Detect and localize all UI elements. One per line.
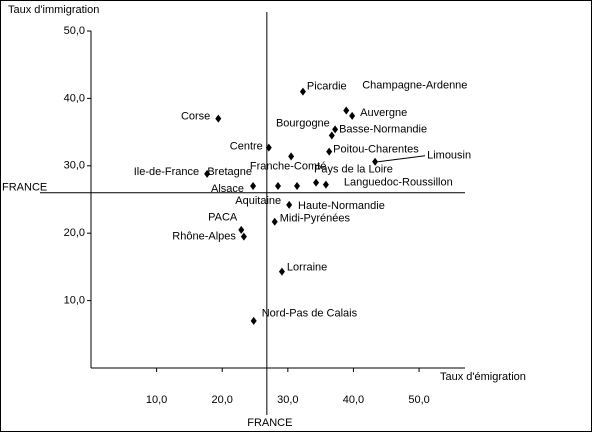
point [238,225,245,234]
y-tick-label: 30,0 [64,160,85,172]
point-label: Ile-de-France [134,166,199,178]
point-label: Aquitaine [235,195,281,207]
x-axis-title: Taux d'émigration [440,371,526,383]
x-tick-label: 50,0 [408,394,429,406]
y-tick-label: 40,0 [64,92,85,104]
leader-line [378,155,426,163]
point-label: Lorraine [287,262,327,274]
point-label: Alsace [211,183,244,195]
point [313,178,320,187]
point-label: PACA [208,212,238,224]
point [343,106,350,115]
x-tick-label: 10,0 [146,394,167,406]
point-label: Poitou-Charentes [333,144,419,156]
y-tick-label: 10,0 [64,295,85,307]
point [294,182,301,191]
x-tick-label: 40,0 [343,394,364,406]
point [240,232,247,241]
point-label: Bourgogne [276,117,330,129]
point [328,131,335,140]
point [278,267,285,276]
point [349,111,356,120]
point-label: Centre [230,141,263,153]
x-tick-label: 20,0 [212,394,233,406]
reference-label: FRANCE [2,182,47,194]
point-label: Rhône-Alpes [172,230,236,242]
point-label: Champagne-Ardenne [362,79,467,91]
point [271,217,278,226]
point [326,147,333,156]
point [250,182,257,191]
point [265,143,272,152]
point [204,169,211,178]
y-axis-title: Taux d'immigration [8,4,99,16]
point [275,182,281,191]
reference-label: FRANCE [247,417,292,429]
point [332,125,339,134]
point [372,157,379,166]
y-tick-label: 50,0 [64,25,85,37]
point [250,316,257,325]
point-label: Franche-Comté [250,160,326,172]
point [286,200,293,209]
point [288,152,295,161]
point-label: Midi-Pyrénées [280,213,351,225]
x-tick-label: 30,0 [277,394,298,406]
point [215,114,222,123]
point-label: Pays de la Loire [314,164,393,176]
point-label: Limousin [427,150,471,162]
point-label: Corse [181,111,210,123]
point-label: Picardie [307,81,347,93]
point [299,87,306,96]
point-label: Haute-Normandie [298,200,385,212]
point-label: Auvergne [360,107,407,119]
point-label: Languedoc-Roussillon [344,177,453,189]
point-label: Basse-Normandie [339,123,427,135]
y-tick-label: 20,0 [64,227,85,239]
point-label: Bretagne [207,166,252,178]
point [322,180,329,189]
point-label: Nord-Pas de Calais [262,308,358,320]
